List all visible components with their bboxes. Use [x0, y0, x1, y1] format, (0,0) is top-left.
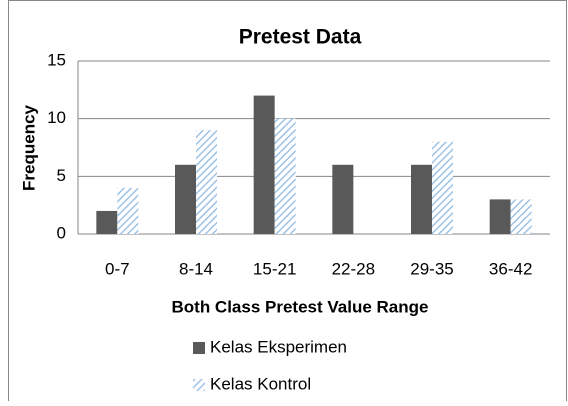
legend-swatch — [193, 342, 205, 354]
y-tick-label: 15 — [47, 50, 66, 69]
x-tick-label: 15-21 — [253, 259, 296, 278]
bar — [175, 164, 196, 234]
bar — [489, 199, 511, 234]
x-axis-title: Both Class Pretest Value Range — [172, 297, 429, 316]
bar — [96, 210, 118, 234]
frame — [8, 0, 567, 406]
bar — [196, 130, 217, 234]
x-tick-label: 29-35 — [410, 259, 453, 278]
legend-swatch — [193, 379, 205, 391]
bar — [332, 164, 354, 234]
bar — [411, 164, 432, 234]
legend-label: Kelas Eksperimen — [210, 337, 347, 356]
bar — [117, 187, 139, 234]
bar — [253, 95, 275, 234]
y-tick-label: 0 — [57, 223, 66, 242]
x-tick-label: 8-14 — [179, 259, 213, 278]
bar — [510, 199, 532, 234]
chart-title: Pretest Data — [239, 26, 362, 49]
x-tick-label: 22-28 — [332, 259, 375, 278]
legend-label: Kelas Kontrol — [210, 374, 311, 393]
y-tick-label: 5 — [57, 166, 66, 185]
x-tick-label: 0-7 — [105, 259, 130, 278]
bar — [274, 118, 296, 234]
y-tick-label: 10 — [47, 108, 66, 127]
y-axis-title: Frequency — [19, 104, 38, 191]
bar — [432, 141, 453, 234]
x-tick-label: 36-42 — [489, 259, 532, 278]
